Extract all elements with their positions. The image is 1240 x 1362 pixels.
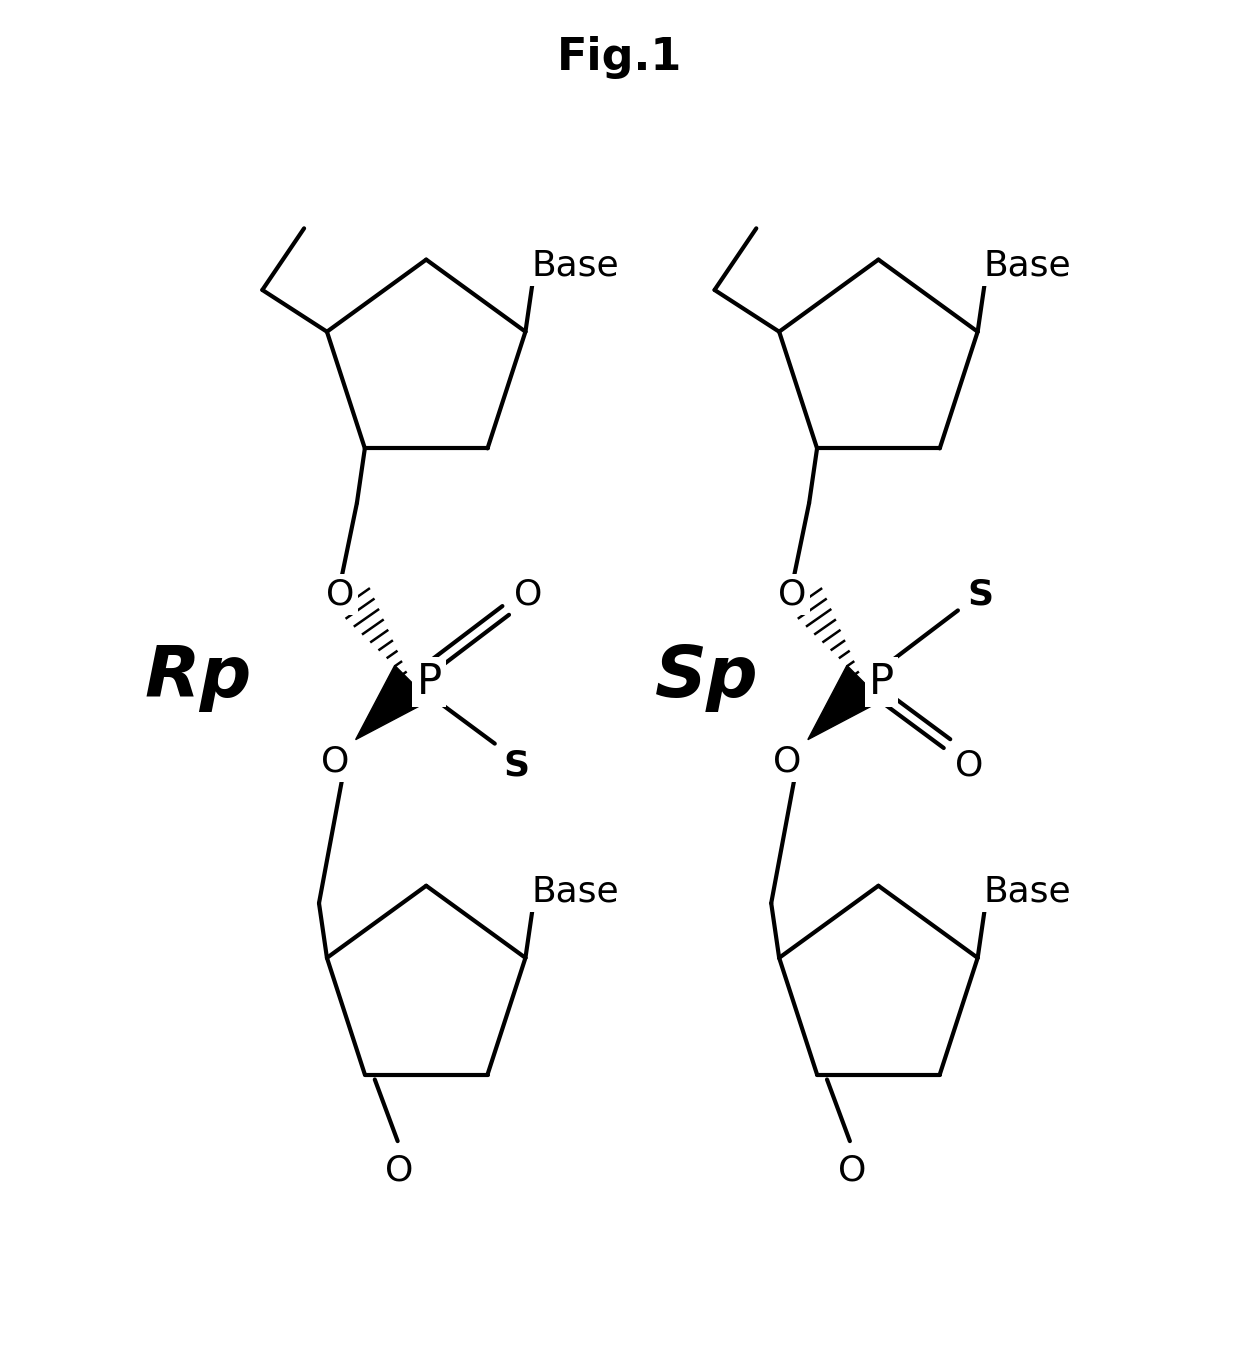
Text: Sp: Sp xyxy=(655,643,759,711)
Polygon shape xyxy=(807,666,882,740)
Text: O: O xyxy=(955,749,983,783)
Text: O: O xyxy=(838,1154,866,1188)
Text: S: S xyxy=(967,577,993,612)
Polygon shape xyxy=(356,666,430,740)
Text: P: P xyxy=(869,661,894,703)
Text: Base: Base xyxy=(531,874,619,908)
Text: Base: Base xyxy=(983,248,1071,282)
Text: S: S xyxy=(503,749,529,783)
Text: Fig.1: Fig.1 xyxy=(557,35,683,79)
Text: O: O xyxy=(321,745,348,779)
Text: Base: Base xyxy=(531,248,619,282)
Text: O: O xyxy=(515,577,543,612)
Text: O: O xyxy=(386,1154,414,1188)
Text: Base: Base xyxy=(983,874,1071,908)
Text: O: O xyxy=(777,577,806,612)
Text: Rp: Rp xyxy=(145,643,252,711)
Text: P: P xyxy=(417,661,441,703)
Text: O: O xyxy=(773,745,801,779)
Text: O: O xyxy=(326,577,353,612)
